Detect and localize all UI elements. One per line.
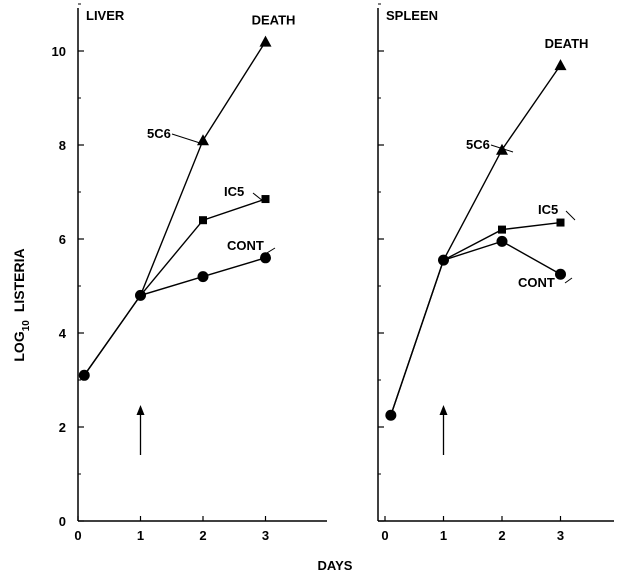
liver-series-label-cont: CONT xyxy=(227,238,264,253)
liver-y-tick-label: 10 xyxy=(52,44,66,59)
liver-death-label: DEATH xyxy=(252,13,296,28)
liver-leader-5c6 xyxy=(171,133,201,144)
liver-5c6-marker xyxy=(197,134,209,146)
spleen-treatment-arrowhead xyxy=(439,405,448,415)
spleen-series-5c6-line xyxy=(390,64,562,416)
spleen-ic5-marker xyxy=(556,218,565,227)
spleen-5c6-marker xyxy=(496,143,508,155)
spleen-cont-marker xyxy=(496,235,508,247)
liver-panel: 0 2 4 6 8 10 0 1 2 3 LIVER 5C6 DEATH IC5 CONT xyxy=(52,3,327,543)
liver-x-tick-label: 3 xyxy=(262,528,269,543)
y-axis-label: LOG10LISTERIA xyxy=(11,248,32,361)
spleen-leader-ic5 xyxy=(565,210,576,221)
liver-y-tick-label: 8 xyxy=(59,138,66,153)
spleen-x-tick-label: 1 xyxy=(440,528,447,543)
x-axis-label: DAYS xyxy=(318,558,353,573)
liver-y-tick-label: 2 xyxy=(59,420,66,435)
liver-y-tick-label: 4 xyxy=(59,326,67,341)
spleen-x-tick-label: 2 xyxy=(498,528,505,543)
spleen-cont-marker xyxy=(385,409,397,421)
liver-series-label-ic5: IC5 xyxy=(224,184,244,199)
spleen-title: SPLEEN xyxy=(386,8,438,23)
liver-x-tick-label: 2 xyxy=(199,528,206,543)
spleen-series-label-5c6: 5C6 xyxy=(466,137,490,152)
liver-series-cont-line xyxy=(83,257,266,376)
liver-leader-ic5 xyxy=(252,192,264,202)
liver-cont-marker xyxy=(135,289,146,301)
liver-5c6-marker xyxy=(259,35,272,47)
spleen-death-label: DEATH xyxy=(545,36,589,51)
spleen-series-label-cont: CONT xyxy=(518,275,555,290)
liver-cont-marker xyxy=(197,271,209,283)
spleen-5c6-marker xyxy=(554,59,567,71)
liver-ic5-marker xyxy=(199,216,207,225)
liver-treatment-arrowhead xyxy=(136,405,145,415)
liver-leader-cont xyxy=(261,247,276,257)
liver-title: LIVER xyxy=(86,8,125,23)
spleen-series-label-ic5: IC5 xyxy=(538,202,558,217)
spleen-leader-5c6 xyxy=(490,144,514,153)
spleen-leader-cont xyxy=(564,277,573,284)
spleen-panel: 0 1 2 3 SPLEEN 5C6 DEATH IC5 CONT xyxy=(377,3,614,543)
liver-y-tick-label: 0 xyxy=(59,514,66,529)
spleen-x-tick-label: 3 xyxy=(557,528,564,543)
spleen-cont-marker xyxy=(438,254,449,266)
liver-x-tick-label: 0 xyxy=(74,528,81,543)
spleen-series-cont-line xyxy=(390,240,561,416)
liver-series-label-5c6: 5C6 xyxy=(147,126,171,141)
liver-y-tick-label: 6 xyxy=(59,232,66,247)
liver-x-tick-label: 1 xyxy=(137,528,144,543)
spleen-ic5-marker xyxy=(498,225,506,234)
spleen-x-tick-label: 0 xyxy=(381,528,388,543)
spleen-cont-marker xyxy=(555,268,566,280)
liver-ic5-marker xyxy=(261,195,270,204)
liver-cont-marker xyxy=(78,369,90,381)
